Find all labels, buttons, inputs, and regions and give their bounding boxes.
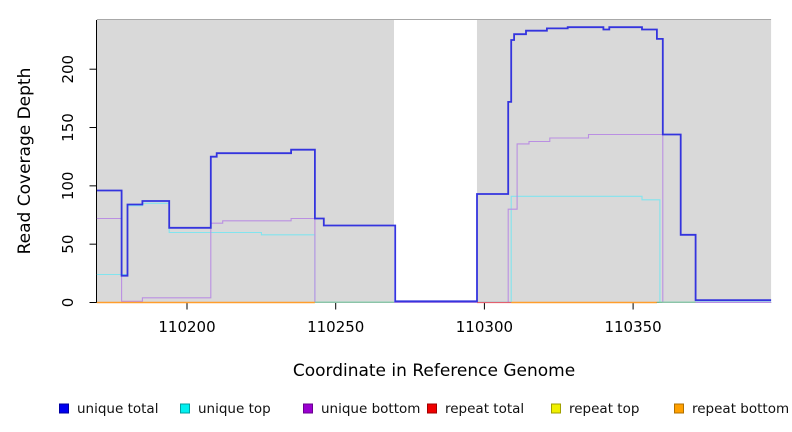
y-tick-label: 150 — [59, 113, 77, 142]
legend-marker-unique-bottom — [303, 403, 313, 414]
legend-marker-unique-total — [59, 403, 69, 414]
legend-label-repeat-bottom: repeat bottom — [692, 401, 789, 417]
x-tick-label: 110300 — [456, 318, 513, 336]
series-line-unique-total — [96, 26, 772, 303]
x-tick-label: 110250 — [307, 318, 364, 336]
plot-bg-rect-left — [96, 20, 394, 303]
series-lines-layer — [96, 26, 772, 304]
legend-label-repeat-top: repeat top — [569, 401, 639, 417]
y-tick-label: 50 — [59, 235, 77, 254]
legend-marker-repeat-bottom — [674, 403, 684, 414]
y-tick-label: 0 — [59, 298, 77, 308]
legend-marker-repeat-top — [551, 403, 561, 414]
legend-label-unique-bottom: unique bottom — [321, 401, 420, 417]
y-axis-title: Read Coverage Depth — [15, 68, 35, 255]
legend-label-unique-top: unique top — [198, 401, 271, 417]
y-tick-label: 100 — [59, 172, 77, 201]
plot-background-layer — [96, 19, 772, 303]
legend: unique total unique top unique bottom repea… — [59, 401, 789, 417]
axes-layer: 0 50 100 150 200 110200 110250 110300 110350 — [59, 20, 772, 336]
legend-marker-unique-top — [180, 403, 190, 414]
legend-label-unique-total: unique total — [77, 401, 158, 417]
legend-marker-repeat-total — [427, 403, 437, 414]
x-tick-label: 110350 — [604, 318, 661, 336]
x-axis-title: Coordinate in Reference Genome — [293, 361, 575, 381]
plot-bg-rect-right — [476, 20, 772, 303]
y-tick-label: 200 — [59, 55, 77, 84]
legend-label-repeat-total: repeat total — [445, 401, 524, 417]
x-tick-label: 110200 — [158, 318, 215, 336]
